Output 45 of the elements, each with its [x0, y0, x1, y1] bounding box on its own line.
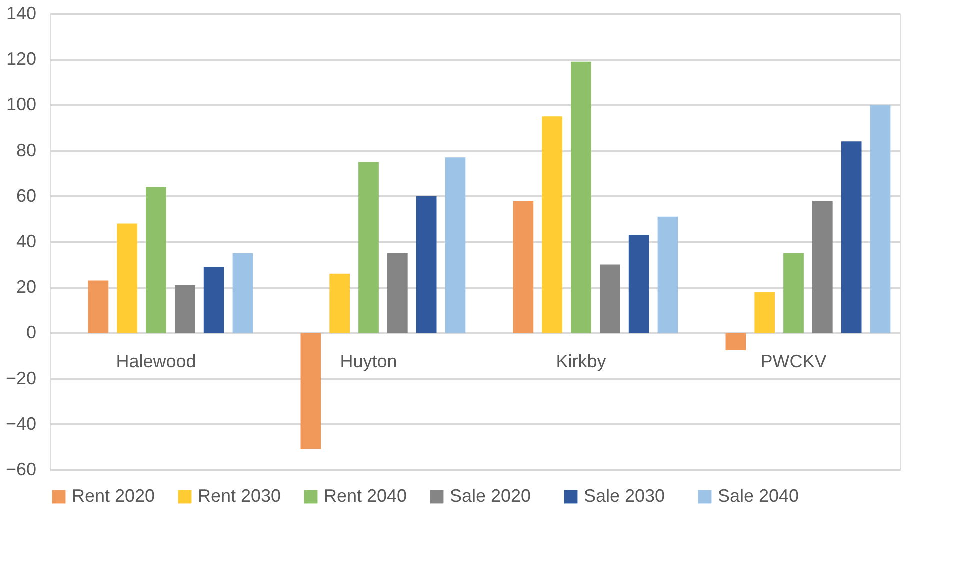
legend-label: Sale 2040: [718, 486, 800, 506]
y-tick-label: 80: [16, 140, 36, 160]
bar: [841, 142, 862, 334]
y-tick-label: −60: [6, 460, 36, 480]
bar: [445, 158, 466, 334]
bar: [174, 285, 196, 334]
bar: [513, 200, 534, 334]
legend-label: Sale 2030: [584, 486, 666, 506]
bar: [232, 253, 254, 334]
bar: [870, 105, 891, 334]
bar: [88, 280, 109, 334]
y-tick-label: 40: [16, 232, 36, 252]
y-tick-label: −20: [6, 368, 36, 388]
bar: [146, 187, 166, 334]
x-tick-label: Huyton: [340, 352, 398, 372]
bar: [812, 200, 833, 334]
bar: [571, 62, 592, 334]
bar: [117, 224, 138, 334]
y-tick-label: 0: [26, 322, 36, 343]
x-tick-label: PWCKV: [760, 352, 827, 372]
x-tick-label: Halewood: [116, 352, 196, 372]
x-tick-label: Kirkby: [556, 352, 606, 372]
bar: [784, 253, 804, 334]
bar: [726, 333, 746, 351]
y-tick-label: −40: [6, 414, 36, 434]
y-tick-label: 20: [16, 277, 36, 298]
y-tick-label: 120: [6, 49, 36, 70]
bar: [387, 253, 408, 334]
bar: [658, 216, 678, 334]
bar: [628, 235, 650, 334]
legend-label: Rent 2020: [72, 486, 156, 506]
bar: [204, 267, 224, 334]
y-tick-label: 140: [6, 4, 36, 24]
y-tick-label: 60: [16, 186, 36, 206]
legend-label: Rent 2030: [198, 486, 282, 506]
bar: [600, 264, 620, 334]
legend-label: Sale 2020: [450, 486, 532, 506]
bar: [330, 274, 350, 334]
y-tick-label: 100: [6, 94, 36, 115]
bar: [542, 116, 563, 334]
bar: [416, 196, 437, 334]
bar: [754, 292, 776, 334]
bar: [358, 162, 379, 334]
bar: [300, 333, 322, 450]
legend-label: Rent 2040: [324, 486, 408, 506]
